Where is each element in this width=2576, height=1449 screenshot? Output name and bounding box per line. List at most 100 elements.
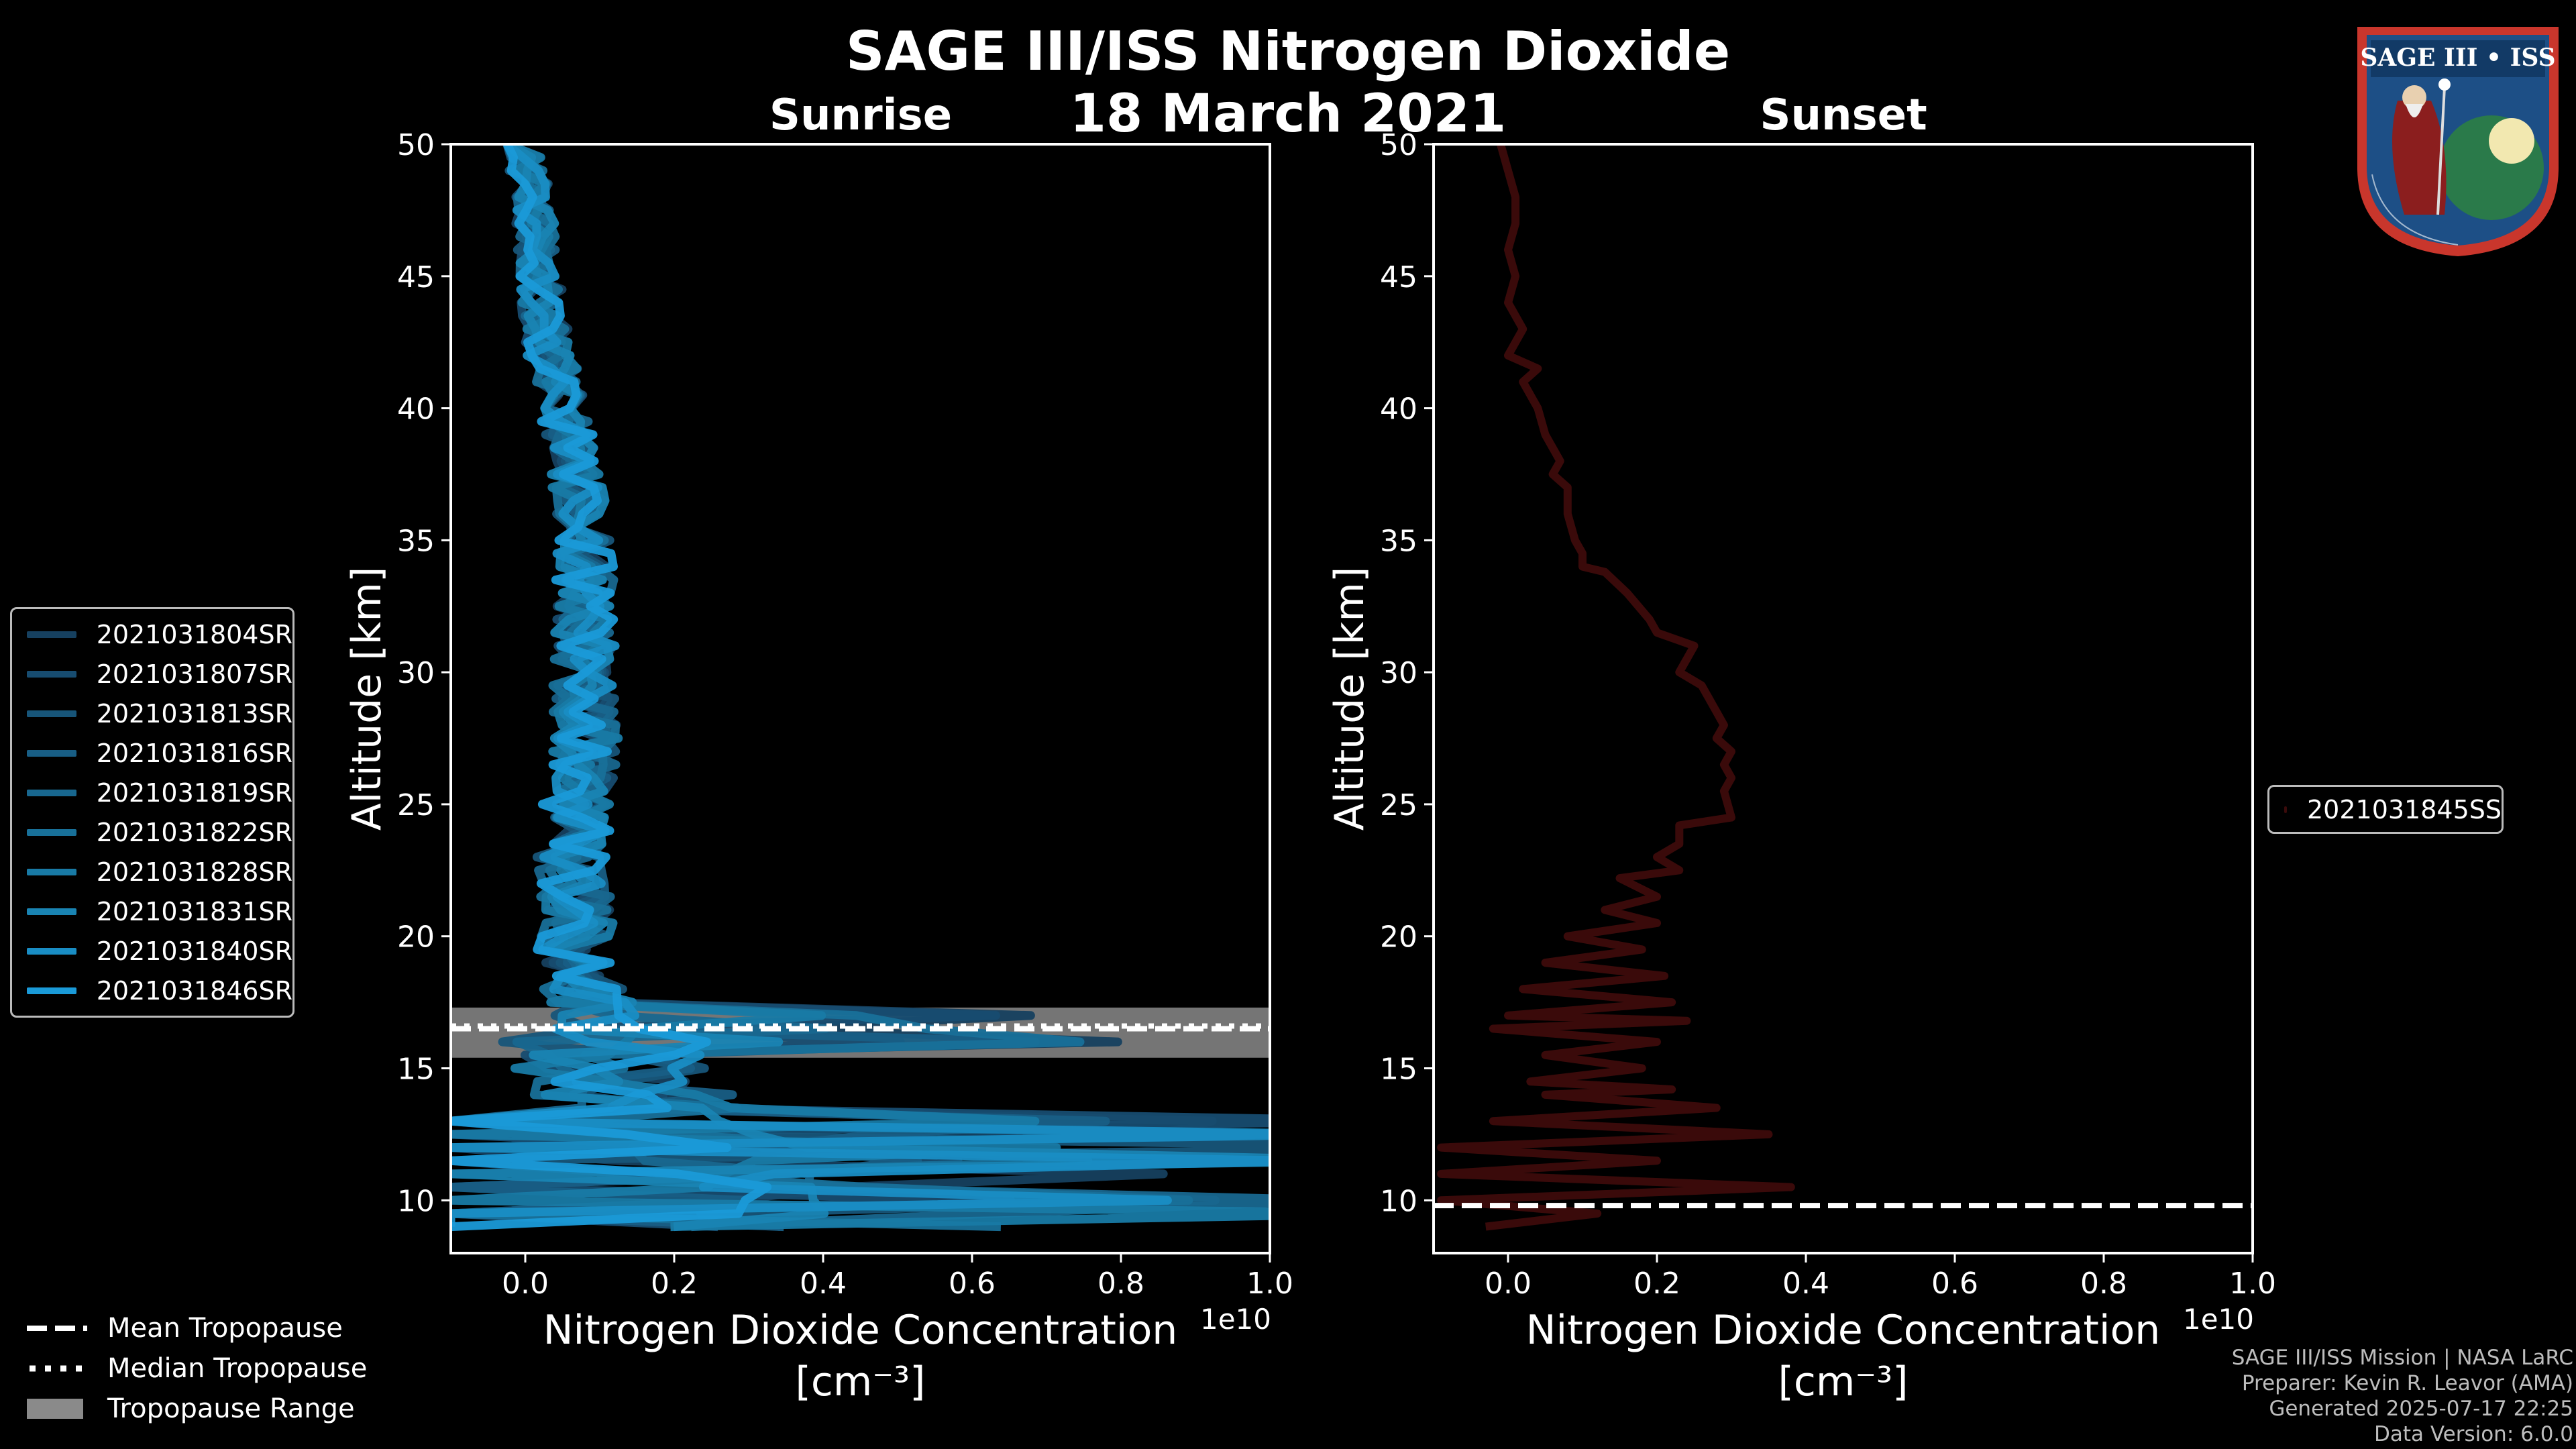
x-tick-label: 0.8	[1097, 1267, 1144, 1301]
sunrise-legend: 2021031804SR 2021031807SR 2021031813SR 2021…	[10, 607, 294, 1018]
legend-mean-tropopause: Mean Tropopause	[27, 1308, 367, 1348]
series-line-2021031831SR	[451, 144, 1270, 1232]
y-tick-label: 45	[397, 260, 435, 294]
legend-item: 2021031804SR	[12, 614, 292, 654]
legend-label: Tropopause Range	[107, 1393, 355, 1424]
y-tick-label: 20	[1380, 920, 1417, 955]
legend-swatch	[27, 670, 76, 678]
legend-item: 2021031840SR	[12, 931, 292, 971]
sunrise-plot-area	[451, 144, 1270, 1232]
x-tick-label: 0.2	[1633, 1267, 1680, 1301]
credit-line: SAGE III/ISS Mission | NASA LaRC	[2231, 1346, 2573, 1370]
legend-label: Mean Tropopause	[107, 1313, 343, 1344]
tropopause-legend: Mean Tropopause Median Tropopause Tropop…	[27, 1308, 367, 1429]
y-tick-label: 20	[397, 920, 435, 955]
legend-median-tropopause: Median Tropopause	[27, 1348, 367, 1389]
legend-label: Median Tropopause	[107, 1353, 368, 1384]
dashed-line-icon	[27, 1326, 87, 1331]
y-tick-label: 10	[1380, 1184, 1417, 1218]
y-tick-label: 10	[397, 1184, 435, 1218]
y-tick-label: 35	[1380, 524, 1417, 558]
legend-swatch	[27, 789, 76, 796]
x-tick-label: 1.0	[1246, 1267, 1293, 1301]
x-offset-label: 1e10	[2183, 1303, 2254, 1336]
x-tick-label: 0.8	[2080, 1267, 2127, 1301]
x-axis-units: [cm⁻³]	[1778, 1358, 1909, 1405]
legend-label: 2021031828SR	[96, 857, 292, 887]
x-tick-label: 1.0	[2229, 1267, 2276, 1301]
y-tick-label: 40	[397, 392, 435, 427]
credit-line: Preparer: Kevin R. Leavor (AMA)	[2241, 1371, 2573, 1395]
series-line-2021031846SR	[451, 144, 772, 1232]
legend-item: 2021031819SR	[12, 773, 292, 812]
y-tick-label: 15	[397, 1053, 435, 1087]
series-line-2021031840SR	[451, 144, 1270, 1227]
legend-label: 2021031804SR	[96, 619, 292, 649]
sunrise-panel-title: Sunrise	[769, 91, 953, 140]
legend-item: 2021031813SR	[12, 694, 292, 733]
sunrise-plot-frame	[449, 143, 1271, 1254]
y-tick-label: 50	[397, 128, 435, 162]
legend-label: 2021031831SR	[96, 896, 292, 926]
y-tick-label: 30	[397, 656, 435, 690]
legend-label: 2021031819SR	[96, 777, 292, 808]
legend-item: 2021031845SS	[2269, 790, 2502, 829]
legend-label: 2021031807SR	[96, 659, 292, 689]
x-tick-label: 0.0	[1485, 1267, 1532, 1301]
x-offset-label: 1e10	[1200, 1303, 1271, 1336]
sunset-panel-title: Sunset	[1760, 91, 1927, 140]
y-axis-label: Altitude [km]	[343, 567, 390, 831]
credit-line: Generated 2025-07-17 22:25	[2269, 1397, 2573, 1421]
legend-swatch	[27, 710, 76, 717]
legend-item: 2021031807SR	[12, 654, 292, 694]
x-tick-label: 0.4	[1782, 1267, 1829, 1301]
legend-swatch	[27, 631, 76, 638]
legend-swatch	[2284, 806, 2287, 813]
legend-item: 2021031828SR	[12, 852, 292, 892]
legend-swatch	[27, 868, 76, 875]
y-tick-label: 30	[1380, 656, 1417, 690]
legend-swatch	[27, 749, 76, 757]
sunset-plot-area	[1434, 144, 2253, 1231]
sunset-plot-frame	[1432, 143, 2254, 1254]
x-tick-label: 0.6	[1931, 1267, 1978, 1301]
sunset-legend: 2021031845SS	[2267, 785, 2504, 834]
legend-swatch	[27, 987, 76, 994]
y-tick-label: 25	[1380, 788, 1417, 822]
logo-text: SAGE III • ISS	[2360, 44, 2555, 72]
legend-swatch	[27, 828, 76, 836]
x-axis-units: [cm⁻³]	[796, 1358, 926, 1405]
y-tick-label: 25	[397, 788, 435, 822]
legend-label: 2021031813SR	[96, 698, 292, 729]
legend-item: 2021031846SR	[12, 971, 292, 1010]
legend-tropopause-range: Tropopause Range	[27, 1389, 367, 1429]
series-line-2021031845SS	[1437, 144, 1795, 1231]
credits: SAGE III/ISS Mission | NASA LaRC Prepare…	[2232, 1345, 2573, 1447]
x-axis-label: Nitrogen Dioxide Concentration	[543, 1307, 1178, 1354]
x-tick-label: 0.0	[502, 1267, 549, 1301]
x-axis-label: Nitrogen Dioxide Concentration	[1526, 1307, 2161, 1354]
y-tick-label: 35	[397, 524, 435, 558]
y-tick-label: 50	[1380, 128, 1417, 162]
y-tick-label: 40	[1380, 392, 1417, 427]
chart-date: 18 March 2021	[1069, 84, 1507, 144]
legend-swatch	[27, 908, 76, 915]
x-tick-label: 0.6	[949, 1267, 996, 1301]
legend-label: 2021031846SR	[96, 975, 292, 1006]
sage-iii-iss-logo: SAGE III • ISS	[2357, 27, 2559, 256]
y-tick-label: 15	[1380, 1053, 1417, 1087]
dotted-line-icon	[30, 1365, 87, 1372]
legend-label: 2021031822SR	[96, 817, 292, 847]
x-tick-label: 0.4	[800, 1267, 847, 1301]
legend-label: 2021031840SR	[96, 936, 292, 966]
legend-item: 2021031822SR	[12, 812, 292, 852]
legend-label: 2021031845SS	[2306, 794, 2502, 824]
range-patch-icon	[27, 1399, 83, 1419]
chart-title: SAGE III/ISS Nitrogen Dioxide	[845, 20, 1731, 83]
legend-item: 2021031831SR	[12, 892, 292, 931]
y-axis-label: Altitude [km]	[1326, 567, 1373, 831]
legend-swatch	[27, 947, 76, 955]
y-tick-label: 45	[1380, 260, 1417, 294]
legend-item: 2021031816SR	[12, 733, 292, 773]
